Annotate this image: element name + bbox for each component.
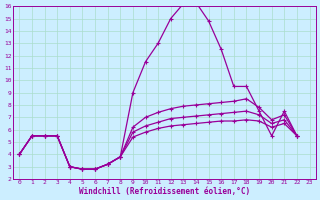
X-axis label: Windchill (Refroidissement éolien,°C): Windchill (Refroidissement éolien,°C) — [79, 187, 250, 196]
